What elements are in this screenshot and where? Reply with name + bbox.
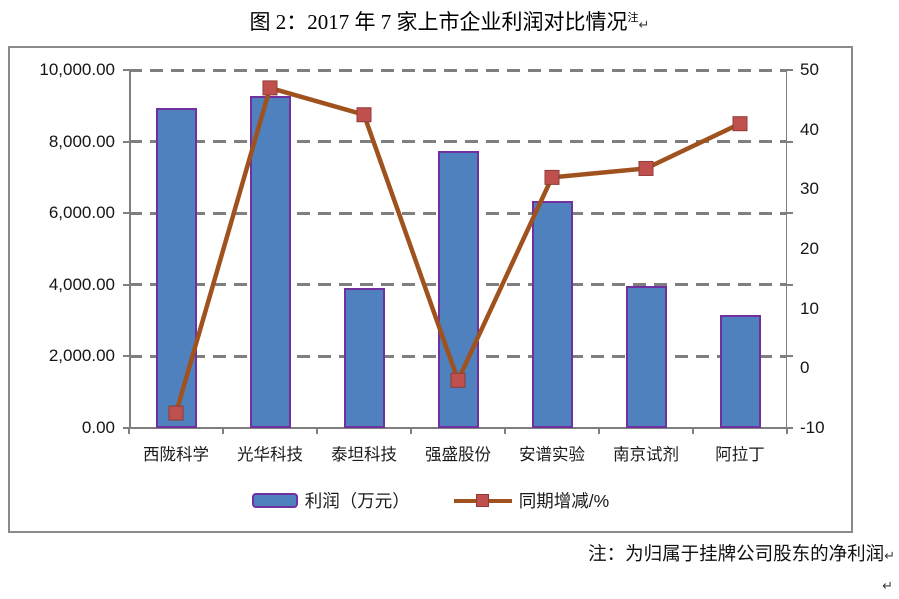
left-axis-tick-label: 10,000.00 [39,60,115,79]
legend-item-growth: 同期增减/% [453,488,610,513]
plot-area [123,68,793,434]
bar [343,287,385,428]
line-series-swatch-icon [453,493,512,508]
line-swatch-marker-icon [475,493,489,507]
category-label: 南京试剂 [613,446,679,464]
paragraph-mark-icon: ↵ [884,549,895,564]
gridline [129,140,787,144]
line-marker-icon [450,372,466,388]
right-axis-tick-label: 40 [800,119,819,139]
x-axis-tick [316,428,318,434]
line-marker-icon [544,169,560,185]
line-marker-icon [732,116,748,132]
x-axis-tick [222,428,224,434]
x-axis-tick [692,428,694,434]
footnote-text: 注：为归属于挂牌公司股东的净利润 [588,545,885,565]
left-axis-tick-label: 2,000.00 [48,346,115,366]
chart-title: 图 2：2017 年 7 家上市企业利润对比情况注↵ [0,6,899,36]
paragraph-mark-icon: ↵ [638,18,650,33]
paragraph-mark-icon: ↵ [882,579,893,594]
x-axis-tick [128,428,130,434]
category-label: 强盛股份 [425,446,491,464]
right-axis-tick [783,283,793,286]
growth-line-series [168,80,748,421]
growth-line [173,85,741,414]
category-label: 安谱实验 [519,446,585,464]
left-axis-line [129,70,131,428]
bar [625,285,667,428]
x-axis-tick [504,428,506,434]
chart-title-superscript: 注 [627,12,639,24]
right-axis-tick [783,140,793,143]
legend-item-profit: 利润（万元） [251,488,410,513]
gridline [129,68,787,72]
right-axis-tick-label: -10 [800,418,825,437]
category-label: 阿拉丁 [715,446,765,464]
category-label: 光华科技 [237,446,303,464]
right-axis-tick-label: 10 [800,298,819,318]
left-axis-tick-label: 0.00 [81,418,115,437]
left-axis-tick [123,140,133,143]
right-axis-tick-label: 20 [800,239,819,258]
bar [531,201,573,428]
right-axis-tick-label: 30 [800,179,819,199]
bar [719,314,761,428]
left-axis-tick [123,355,133,358]
footnote: 注：为归属于挂牌公司股东的净利润↵ [588,540,895,566]
left-axis-labels: 10,000.00 8,000.00 6,000.00 4,000.00 2,000.0… [10,60,115,437]
bar-series-swatch-icon [251,493,298,508]
line-marker-icon [262,80,278,96]
line-marker-icon [168,405,184,421]
chart-title-text: 图 2：2017 年 7 家上市企业利润对比情况 [249,10,628,34]
right-axis-tick-label: 0 [800,358,810,378]
bar [249,96,291,428]
legend-label-growth: 同期增减/% [518,491,610,511]
left-axis-tick-label: 8,000.00 [48,131,115,151]
right-axis-tick-label: 50 [800,60,819,79]
left-axis-tick [123,212,133,215]
line-marker-icon [638,160,654,176]
right-axis-tick [783,69,793,71]
category-label: 西陇科学 [143,446,209,464]
legend: 利润（万元） 同期增减/% [10,488,851,513]
right-axis-labels: 50 40 30 20 10 0 -10 [800,60,850,437]
right-axis-tick [783,427,793,429]
line-marker-icon [356,107,372,123]
x-axis-tick [786,428,788,434]
left-axis-tick-label: 6,000.00 [48,203,115,223]
bar [155,107,197,428]
chart-frame: 10,000.00 8,000.00 6,000.00 4,000.00 2,000.0… [8,46,853,533]
right-axis-line [785,70,787,428]
right-axis-tick [783,355,793,358]
x-axis-tick [598,428,600,434]
left-axis-tick [123,283,133,286]
left-axis-tick-label: 4,000.00 [48,274,115,294]
x-axis-tick [410,428,412,434]
right-axis-tick [783,212,793,215]
category-axis-labels: 西陇科学 光华科技 泰坦科技 强盛股份 安谱实验 南京试剂 阿拉丁 [129,441,787,464]
legend-label-profit: 利润（万元） [304,491,410,511]
left-axis-tick [123,69,133,71]
category-label: 泰坦科技 [331,446,397,464]
